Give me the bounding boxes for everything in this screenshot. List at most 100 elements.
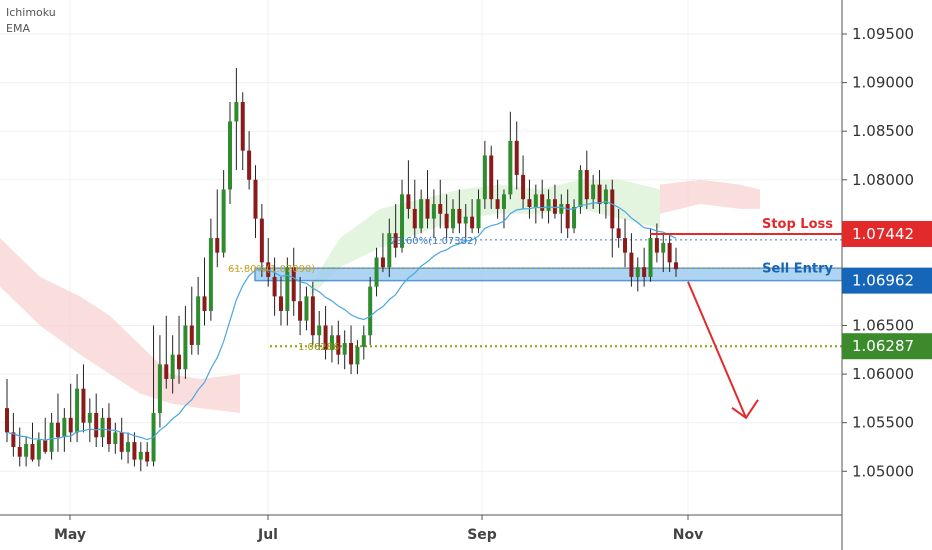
- candle-body: [425, 199, 430, 219]
- candle-body: [259, 218, 264, 263]
- candle-body: [533, 194, 538, 207]
- candle-body: [674, 262, 678, 270]
- candle-body: [521, 174, 526, 200]
- candle-body: [11, 432, 16, 447]
- candle-body: [387, 233, 392, 268]
- candle-body: [597, 184, 602, 205]
- candle-body: [145, 451, 150, 462]
- candle-body: [431, 204, 436, 219]
- stop-loss-label: Stop Loss: [762, 217, 833, 232]
- candle-body: [329, 335, 334, 350]
- candle-body: [43, 440, 48, 452]
- candle-body: [635, 267, 640, 277]
- candle-body: [406, 194, 411, 209]
- price-tick-label: 1.09000: [852, 74, 914, 92]
- candle-body: [317, 325, 322, 336]
- candle-body: [470, 216, 475, 229]
- price-tick-label: 1.05500: [852, 414, 914, 432]
- price-badge-label: 1.07442: [852, 225, 914, 243]
- candle-body: [476, 199, 481, 229]
- candle-body: [87, 412, 92, 423]
- candle-body: [578, 170, 583, 207]
- candle-body: [419, 199, 424, 229]
- price-tick-label: 1.08000: [852, 171, 914, 189]
- candle-body: [540, 194, 545, 211]
- sell-entry-zone: [254, 267, 843, 282]
- candle-body: [489, 155, 494, 200]
- candle-body: [552, 199, 557, 214]
- candle-body: [495, 199, 500, 209]
- candle-body: [514, 140, 519, 175]
- candle-body: [208, 238, 213, 311]
- ichimoku-cloud-future: [660, 179, 760, 214]
- down-arrow-shaft: [687, 281, 747, 419]
- candle-body: [240, 102, 245, 151]
- candle-body: [603, 189, 608, 205]
- candle-body: [457, 208, 462, 224]
- candle-body: [661, 242, 666, 253]
- candle-body: [17, 446, 22, 457]
- price-tick-label: 1.06500: [852, 317, 914, 335]
- candle-body: [177, 354, 182, 370]
- candle-body: [565, 204, 570, 229]
- candle-body: [132, 442, 137, 460]
- candle-body: [623, 238, 628, 253]
- candle-body: [336, 335, 341, 355]
- candle-body: [49, 422, 54, 452]
- candle-body: [138, 451, 143, 460]
- candle-body: [412, 208, 417, 229]
- ema-line: [6, 201, 677, 441]
- candle-body: [189, 325, 194, 345]
- candle-body: [183, 325, 188, 370]
- price-tick-label: 1.05000: [852, 462, 914, 480]
- candle-body: [310, 296, 315, 336]
- candle-body: [62, 417, 67, 438]
- candle-body: [278, 296, 283, 311]
- time-tick-label: May: [54, 527, 86, 543]
- candle-body: [75, 388, 80, 433]
- candle-body: [508, 140, 513, 195]
- candle-body: [349, 343, 354, 365]
- price-tick-label: 1.09500: [852, 25, 914, 43]
- fib-23-label: 23.60%(1.07382): [390, 236, 477, 247]
- candle-body: [463, 216, 468, 224]
- candle-body: [648, 238, 653, 277]
- candle-body: [444, 213, 449, 229]
- candle-body: [157, 364, 162, 413]
- price-tick-label: 1.06000: [852, 365, 914, 383]
- candle-body: [119, 432, 124, 452]
- candle-body: [170, 354, 175, 379]
- candle-body: [451, 208, 455, 229]
- time-tick-label: Jul: [257, 527, 278, 543]
- candle-body: [247, 150, 252, 180]
- price-badge-1: [842, 267, 932, 294]
- price-badge-2: [842, 333, 932, 360]
- candle-body: [291, 267, 296, 302]
- candle-body: [5, 408, 9, 433]
- fib-618-label: 61.80%(1.07090): [228, 264, 315, 275]
- price-tick-label: 1.08500: [852, 122, 914, 140]
- candle-body: [368, 286, 373, 336]
- candle-body: [374, 257, 379, 287]
- candle-body: [106, 417, 111, 445]
- candle-body: [501, 194, 506, 209]
- candle-body: [361, 335, 366, 347]
- candle-body: [126, 442, 131, 452]
- candle-body: [654, 238, 659, 253]
- candle-body: [380, 257, 385, 268]
- candle-body: [438, 204, 443, 214]
- candle-body: [304, 296, 309, 321]
- candle-body: [202, 296, 207, 311]
- candle-body: [400, 194, 405, 248]
- candle-body: [253, 179, 258, 219]
- candle-body: [298, 301, 303, 321]
- candle-body: [221, 189, 226, 253]
- candle-body: [81, 388, 86, 423]
- candle-body: [24, 444, 29, 457]
- candle-body: [234, 102, 239, 122]
- candle-body: [94, 412, 99, 438]
- candle-body: [30, 444, 35, 460]
- candle-body: [572, 206, 577, 229]
- candle-body: [559, 204, 564, 214]
